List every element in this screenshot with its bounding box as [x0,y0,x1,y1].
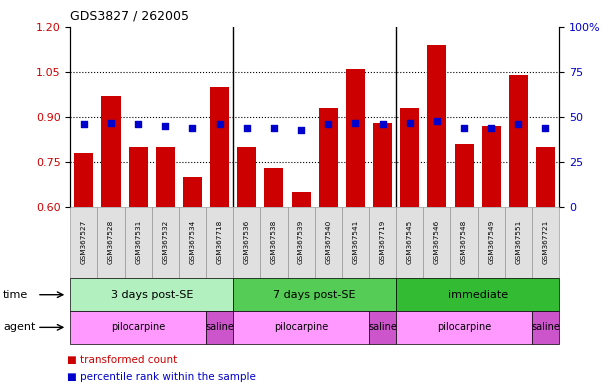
Point [133,121,143,127]
Point [106,119,116,126]
Text: GSM367531: GSM367531 [135,219,141,263]
Text: immediate: immediate [447,290,508,300]
Point [432,118,442,124]
Text: pilocarpine: pilocarpine [437,322,491,333]
Point [161,123,170,129]
Text: GSM367528: GSM367528 [108,219,114,263]
Text: GSM367546: GSM367546 [434,219,440,263]
Bar [319,108,338,207]
Text: GSM367545: GSM367545 [407,219,412,263]
Point [513,121,523,127]
Point [541,125,551,131]
Bar [373,123,392,207]
Bar [481,126,500,207]
Text: pilocarpine: pilocarpine [111,322,166,333]
Text: GSM367541: GSM367541 [353,219,359,263]
Point [405,119,415,126]
Text: 7 days post-SE: 7 days post-SE [273,290,356,300]
Text: GSM367718: GSM367718 [217,219,222,263]
Bar [237,147,256,207]
Text: GSM367551: GSM367551 [515,219,521,263]
Point [296,127,306,133]
Text: 3 days post-SE: 3 days post-SE [111,290,193,300]
Point [269,125,279,131]
Text: saline: saline [205,322,234,333]
Bar [291,192,310,207]
Text: GSM367536: GSM367536 [244,219,250,263]
Text: GSM367527: GSM367527 [81,219,87,263]
Text: GSM367549: GSM367549 [488,219,494,263]
Bar [183,177,202,207]
Text: GSM367548: GSM367548 [461,219,467,263]
Text: GSM367539: GSM367539 [298,219,304,263]
Bar [400,108,419,207]
Bar [265,168,284,207]
Bar [129,147,148,207]
Text: GDS3827 / 262005: GDS3827 / 262005 [70,10,189,23]
Text: GSM367538: GSM367538 [271,219,277,263]
Bar [210,87,229,207]
Text: GSM367721: GSM367721 [543,219,549,263]
Text: saline: saline [368,322,397,333]
Bar [427,45,447,207]
Text: GSM367540: GSM367540 [325,219,331,263]
Text: pilocarpine: pilocarpine [274,322,328,333]
Point [459,125,469,131]
Point [486,125,496,131]
Bar [101,96,120,207]
Text: time: time [3,290,28,300]
Bar [156,147,175,207]
Point [323,121,333,127]
Text: GSM367719: GSM367719 [379,219,386,263]
Point [242,125,252,131]
Text: agent: agent [3,322,35,333]
Bar [536,147,555,207]
Point [188,125,197,131]
Bar [455,144,474,207]
Bar [75,153,93,207]
Bar [509,75,528,207]
Text: ■ transformed count: ■ transformed count [67,355,177,365]
Point [378,121,387,127]
Point [79,121,89,127]
Point [214,121,224,127]
Text: GSM367532: GSM367532 [163,219,168,263]
Text: GSM367534: GSM367534 [189,219,196,263]
Point [351,119,360,126]
Bar [346,69,365,207]
Text: saline: saline [531,322,560,333]
Text: ■ percentile rank within the sample: ■ percentile rank within the sample [67,372,256,382]
